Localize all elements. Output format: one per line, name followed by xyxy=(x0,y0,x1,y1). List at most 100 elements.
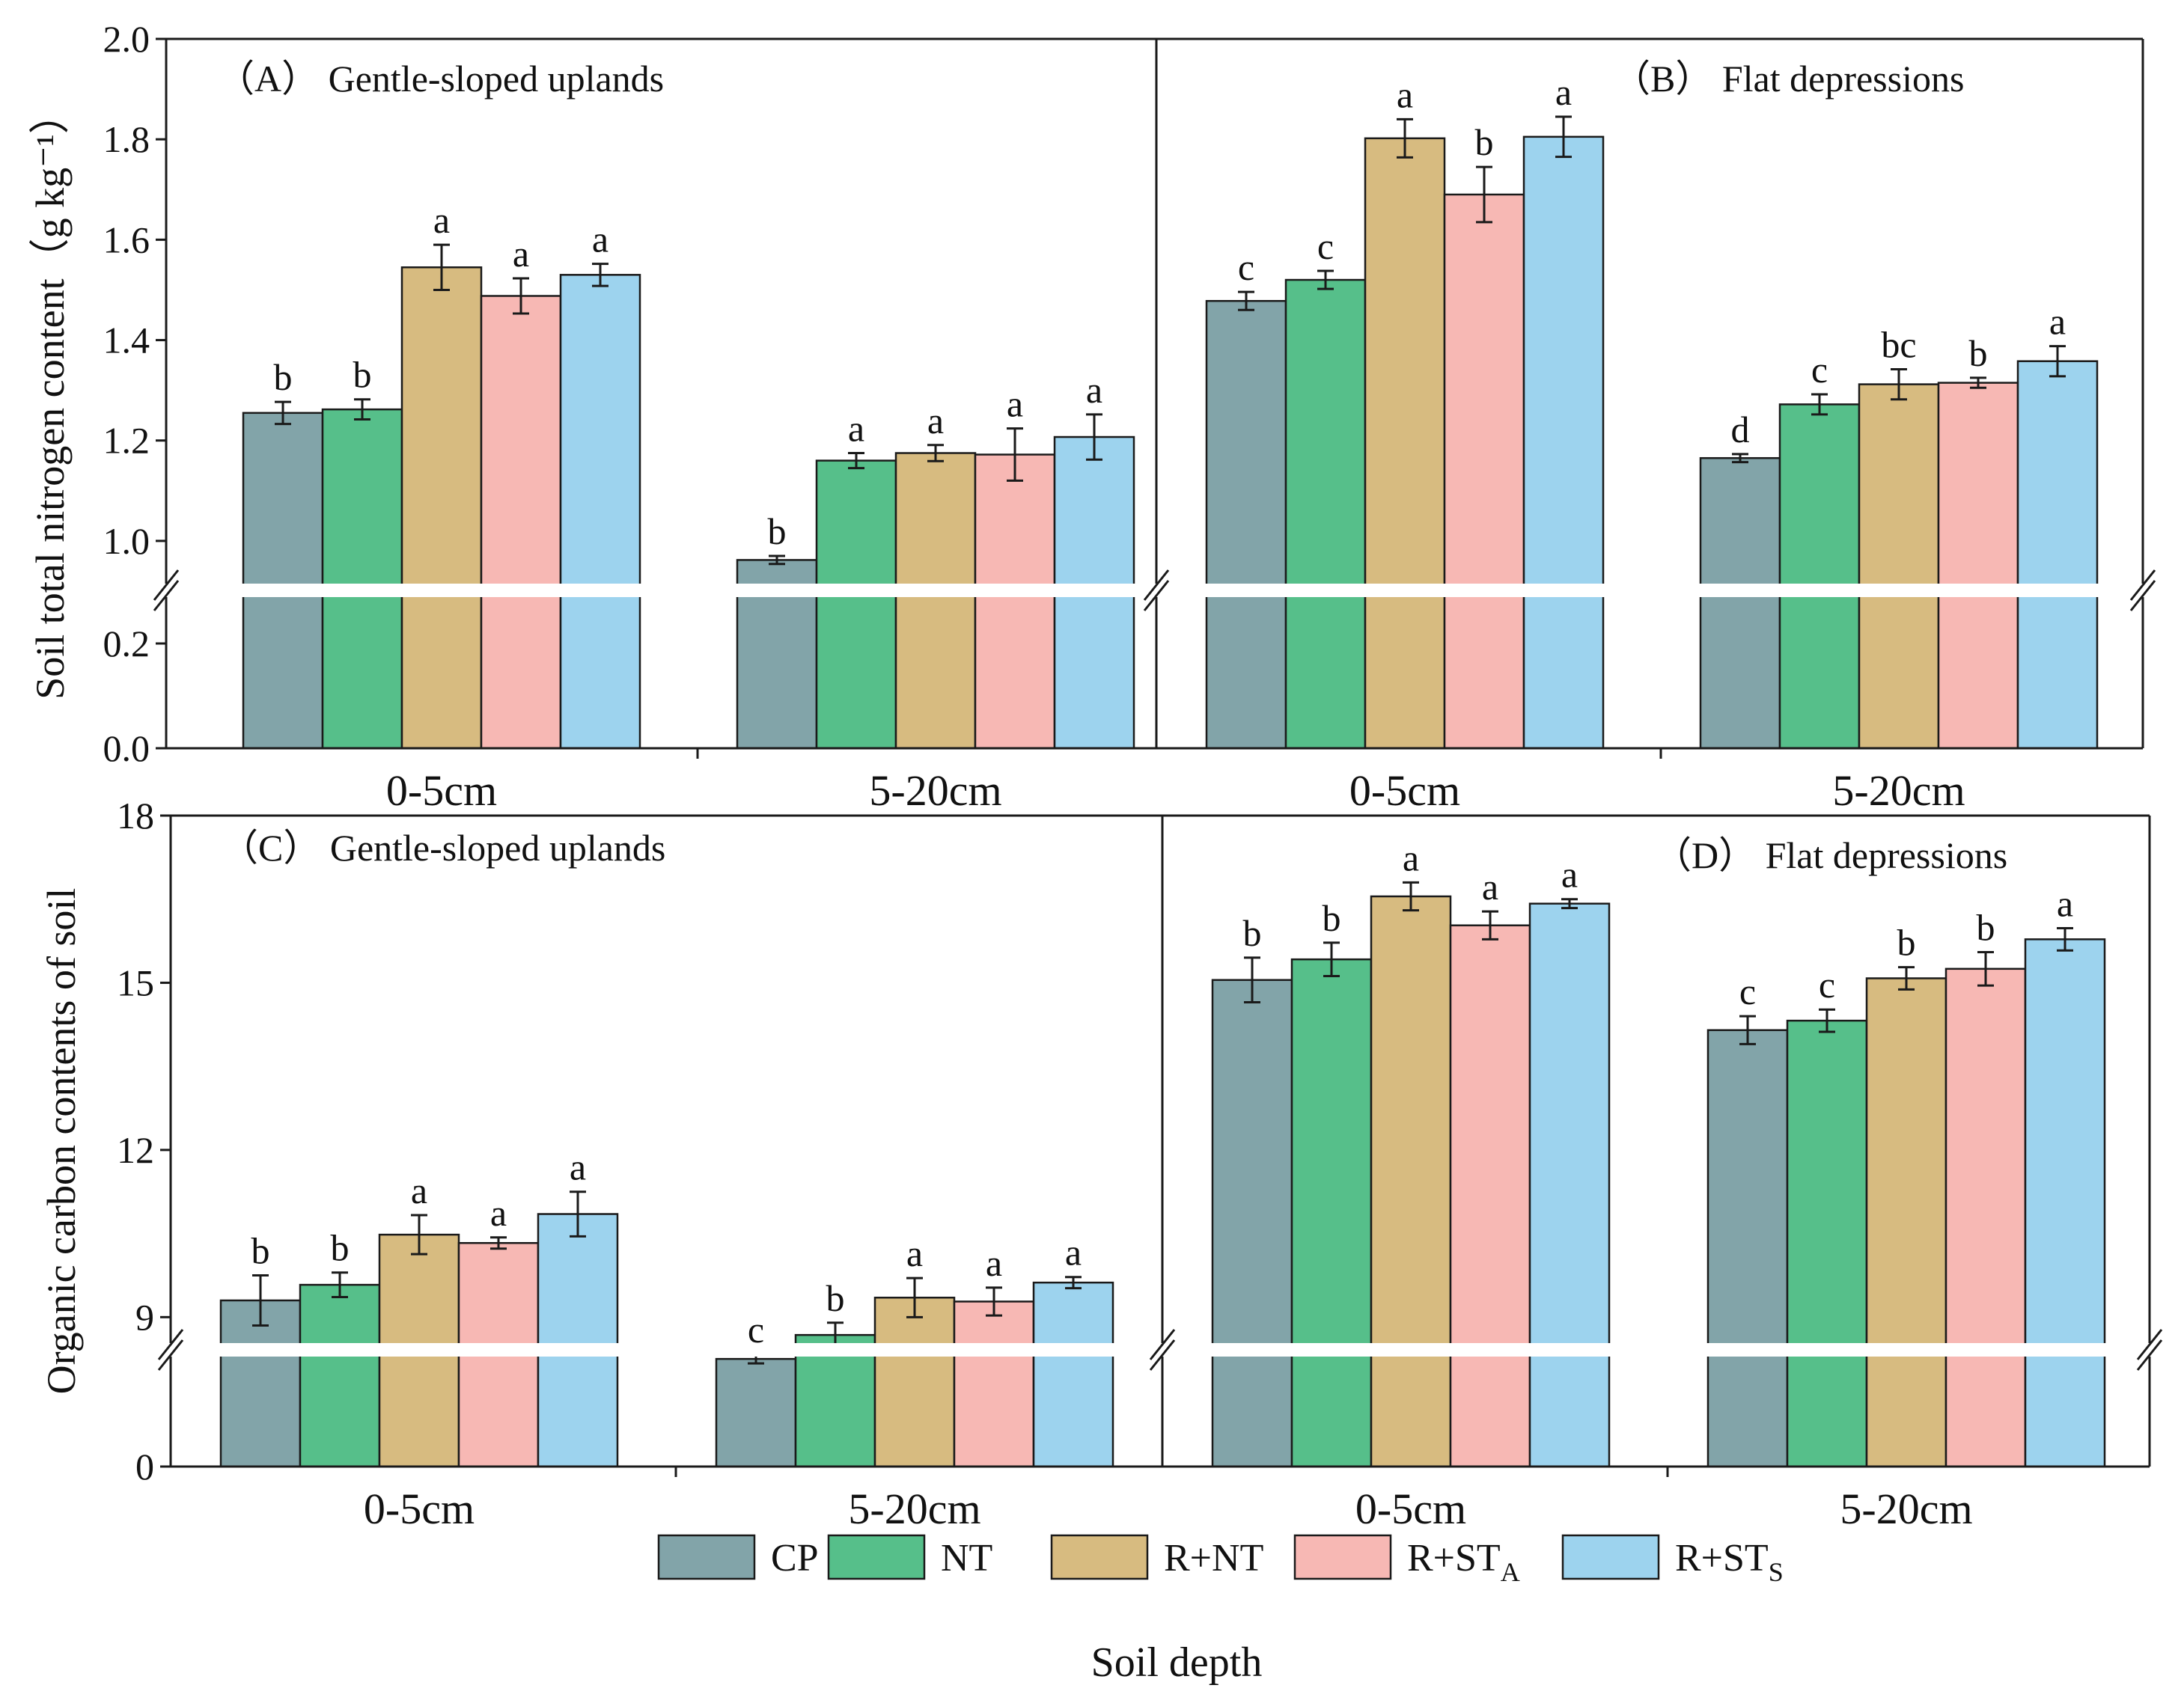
bar-cp xyxy=(1706,1029,1789,1468)
legend-label: CP xyxy=(771,1537,819,1580)
break-mark xyxy=(153,580,180,611)
significance-letter: a xyxy=(2049,301,2066,343)
break-mark xyxy=(1149,1339,1176,1371)
panel-d: b b a a a c c b b a xyxy=(1211,837,2106,1468)
significance-letter: bc xyxy=(1881,323,1916,365)
panel-b: c c a b a d c bc b a xyxy=(1205,71,2099,750)
bar-cp xyxy=(1205,299,1287,750)
y-tick-label: 9 xyxy=(135,1296,154,1338)
x-category-label: 0-5cm xyxy=(364,1485,475,1533)
y-tick-label: 1.2 xyxy=(103,420,150,462)
bar-r+nt xyxy=(873,1296,956,1468)
chart-row-2: b b a a a c b a a a b b a a a c c b b a 0 9 12 15 18 0-5cm 5-20cm 0… xyxy=(39,795,2163,1533)
y-axis-label: Soil total nitrogen content（g kg⁻¹） xyxy=(28,94,73,700)
bar-nt xyxy=(1786,1019,1868,1468)
legend-swatch xyxy=(657,1534,756,1580)
axis-break-band xyxy=(159,584,2150,597)
x-category-label: 0-5cm xyxy=(1355,1485,1466,1533)
significance-letter: b xyxy=(353,354,372,396)
significance-letter: a xyxy=(570,1146,586,1188)
panel-frame xyxy=(165,37,2144,750)
bar-r+sts xyxy=(1032,1281,1114,1468)
bar-cp xyxy=(1211,979,1293,1468)
legend-label: R+STS xyxy=(1675,1537,1784,1587)
significance-letter: c xyxy=(1739,970,1756,1012)
significance-letter: b xyxy=(826,1277,845,1319)
panel-title: （D） Flat depressions xyxy=(1654,834,2007,876)
legend-item: R+NT xyxy=(1050,1534,1263,1580)
significance-letter: a xyxy=(1555,71,1572,113)
significance-letter: c xyxy=(1819,964,1835,1006)
significance-letter: a xyxy=(1397,73,1413,115)
break-mark xyxy=(1149,1329,1176,1360)
panel-title: （B） Flat depressions xyxy=(1613,58,1964,100)
bar-r+nt xyxy=(1858,383,1940,750)
legend-swatch xyxy=(827,1534,926,1580)
significance-letter: c xyxy=(1238,246,1254,288)
significance-letter: a xyxy=(1065,1232,1082,1274)
bar-cp xyxy=(1699,456,1781,750)
bar-r+sta xyxy=(953,1300,1035,1468)
break-mark xyxy=(1143,580,1170,611)
break-mark xyxy=(2136,1339,2163,1371)
bar-r+sta xyxy=(1937,382,2019,750)
bar-nt xyxy=(1778,403,1861,750)
break-mark xyxy=(153,569,180,601)
significance-letter: c xyxy=(1811,349,1828,391)
bar-cp xyxy=(242,412,324,750)
bar-cp xyxy=(219,1299,302,1468)
x-category-label: 5-20cm xyxy=(1832,766,1965,815)
y-tick-label: 1.4 xyxy=(103,319,150,361)
significance-letter: a xyxy=(986,1242,1002,1284)
x-category-label: 5-20cm xyxy=(848,1485,980,1533)
significance-letter: a xyxy=(513,233,529,275)
bar-r+nt xyxy=(400,266,483,750)
x-axis-label: Soil depth xyxy=(1091,1639,1263,1686)
significance-letter: b xyxy=(331,1227,350,1269)
significance-letter: a xyxy=(1403,837,1419,878)
significance-letter: a xyxy=(927,400,944,441)
significance-letter: b xyxy=(1897,922,1916,964)
bar-r+sts xyxy=(537,1213,619,1468)
y-tick-label: 18 xyxy=(117,795,154,837)
significance-letter: c xyxy=(748,1309,764,1351)
legend-swatch xyxy=(1561,1534,1660,1580)
legend-item: CP xyxy=(657,1534,819,1580)
significance-letter: b xyxy=(1475,121,1494,163)
bar-r+nt xyxy=(1865,977,1947,1468)
x-category-label: 5-20cm xyxy=(1840,1485,1972,1533)
bar-nt xyxy=(1290,958,1373,1468)
y-tick-label: 0 xyxy=(135,1446,154,1488)
legend: CP NT R+NT R+STA R+STS xyxy=(657,1534,1784,1587)
chart-row-1: b b a a a b a a a a c c a b a d c bc b a 0.0 0.2 1.0 1.2 1.4 1.6 1… xyxy=(28,18,2156,815)
x-category-label: 0-5cm xyxy=(386,766,497,815)
significance-letter: b xyxy=(768,510,787,552)
significance-letter: b xyxy=(1969,332,1988,374)
significance-letter: c xyxy=(1317,225,1334,267)
break-mark xyxy=(2136,1329,2163,1360)
significance-letter: b xyxy=(251,1229,270,1271)
bar-r+nt xyxy=(894,452,977,750)
break-mark xyxy=(2129,569,2156,601)
legend-swatch xyxy=(1050,1534,1149,1580)
y-ticks: 0 9 12 15 18 xyxy=(117,795,171,1488)
legend-item: NT xyxy=(827,1534,992,1580)
significance-letter: d xyxy=(1731,409,1750,450)
break-mark xyxy=(2129,580,2156,611)
y-tick-label: 1.8 xyxy=(103,118,150,160)
bar-r+sts xyxy=(2016,360,2099,750)
bar-nt xyxy=(299,1283,381,1468)
x-category-label: 5-20cm xyxy=(869,766,1001,815)
y-tick-label: 1.0 xyxy=(103,520,150,562)
bar-nt xyxy=(321,408,403,750)
panel-title: （A） Gentle-sloped uplands xyxy=(217,58,664,100)
bar-r+sta xyxy=(1944,967,2027,1468)
legend-label: NT xyxy=(941,1537,992,1580)
panel-title: （C） Gentle-sloped uplands xyxy=(221,827,665,869)
bar-r+sts xyxy=(2024,938,2106,1468)
y-tick-label: 12 xyxy=(117,1129,154,1171)
y-tick-label: 0.0 xyxy=(103,727,150,769)
break-mark xyxy=(157,1329,184,1360)
bar-nt xyxy=(815,459,897,750)
